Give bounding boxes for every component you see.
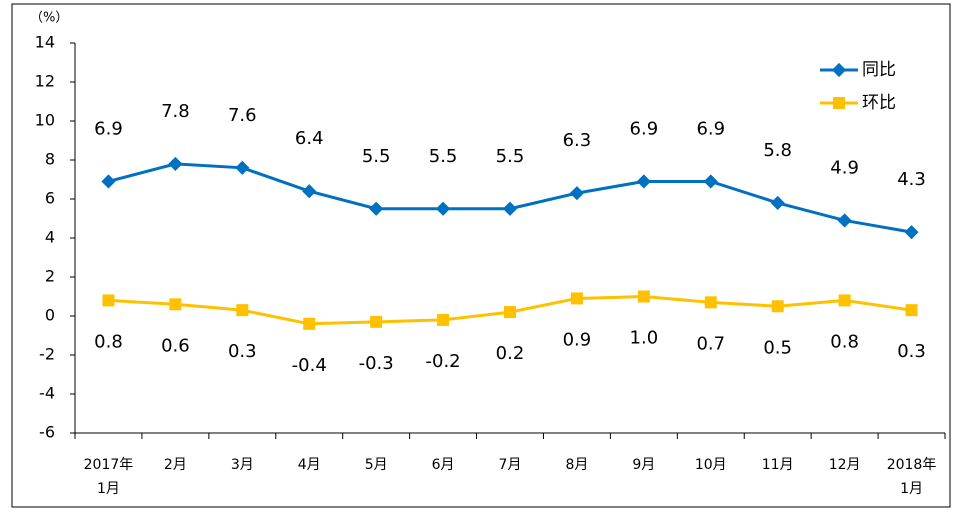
data-label: 5.5 [496,146,525,167]
legend-marker [831,62,847,78]
data-label: 4.3 [897,169,926,190]
data-label: 0.6 [161,335,190,356]
data-label: 0.2 [496,343,525,364]
marker [704,296,717,309]
data-label: 5.5 [429,146,458,167]
y-tick-label: 14 [35,33,55,52]
data-label: 7.8 [161,101,190,122]
x-tick-label: 9月 [632,457,655,473]
marker [636,174,651,189]
marker [771,300,784,313]
marker [570,292,583,305]
marker [904,225,919,240]
data-label: 6.3 [563,130,592,151]
marker [369,201,384,216]
y-tick-label: 4 [45,228,55,247]
marker [436,201,451,216]
data-label: -0.3 [359,353,394,374]
data-label: 6.4 [295,128,324,149]
data-label: 4.9 [830,157,859,178]
series-line [108,162,912,234]
data-label: 0.7 [696,333,725,354]
data-label: 6.9 [94,118,123,139]
y-axis-label: （%） [30,11,68,26]
marker [302,184,317,199]
data-label: 0.3 [228,341,257,362]
y-tick-label: -6 [39,423,55,442]
data-label: 1.0 [630,328,659,349]
marker [637,290,650,303]
y-tick-label: 8 [45,150,55,169]
marker [502,201,518,216]
marker [837,213,852,228]
data-label: 5.5 [362,146,391,167]
marker [838,294,851,307]
x-tick-label: 11月 [762,457,794,473]
data-label: -0.4 [292,355,327,376]
data-label: 6.9 [696,118,725,139]
legend-label: 环比 [862,93,896,113]
data-label: 0.8 [830,331,859,352]
y-tick-label: 12 [35,72,55,91]
data-label: 0.9 [563,329,592,350]
x-tick-label: 6月 [432,457,455,473]
x-tick-label: 7月 [499,457,522,473]
marker [169,298,182,311]
marker [370,315,383,328]
marker [168,156,183,171]
frame [11,3,951,508]
x-tick-label: 8月 [565,457,588,473]
data-label: 7.6 [228,105,257,126]
data-label: 0.8 [94,331,123,352]
y-tick-label: 2 [45,267,55,286]
data-label: 6.9 [630,118,659,139]
marker [569,186,584,201]
x-tick-label: 2018年 1月 [887,457,937,497]
marker [770,195,785,210]
y-tick-label: -2 [39,345,55,364]
legend-label: 同比 [862,60,896,80]
y-tick-label: 6 [45,189,55,208]
marker [102,294,115,307]
marker [236,304,249,317]
marker [905,304,918,317]
data-label: 0.3 [897,341,926,362]
data-label: 5.8 [763,140,792,161]
marker [437,313,450,326]
data-label: -0.2 [426,351,461,372]
x-tick-label: 12月 [829,457,861,473]
x-tick-label: 10月 [695,457,727,473]
marker [101,174,116,189]
x-tick-label: 3月 [231,457,254,473]
y-tick-label: 10 [35,111,55,130]
y-tick-label: -4 [39,384,55,403]
marker [303,317,316,330]
x-tick-label: 2017年 1月 [84,457,134,497]
x-tick-label: 4月 [298,457,321,473]
marker [504,306,516,319]
x-tick-label: 5月 [365,457,388,473]
x-tick-label: 2月 [164,457,187,473]
legend-marker [833,97,845,109]
y-tick-label: 0 [45,306,55,325]
marker [703,174,718,189]
data-label: 0.5 [763,337,792,358]
marker [235,160,250,175]
